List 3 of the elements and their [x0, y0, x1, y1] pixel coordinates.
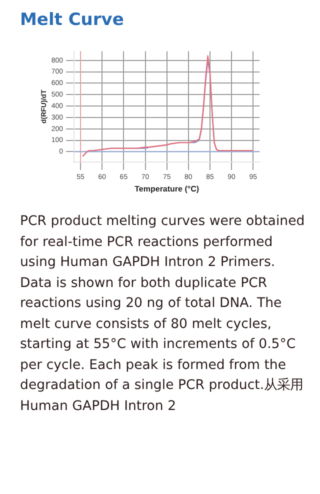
x-axis-title: Temperature (°C): [134, 184, 200, 194]
chart-title: Melt Curve: [20, 10, 125, 30]
text: PCR product melting curves were obtained for real-time PCR reactions performed using Human GAPDH Intron 2 Primers. Data is shown for both duplicate PCR reactions using 20 ng of total DNA. The melt curve consists of 80 melt cycles, starting at 55°C with increments of 0.5°C per cycle. Each peak is formed from the degradation of a single PCR product.从采用 Human GAPDH Intron 2: [20, 214, 305, 414]
